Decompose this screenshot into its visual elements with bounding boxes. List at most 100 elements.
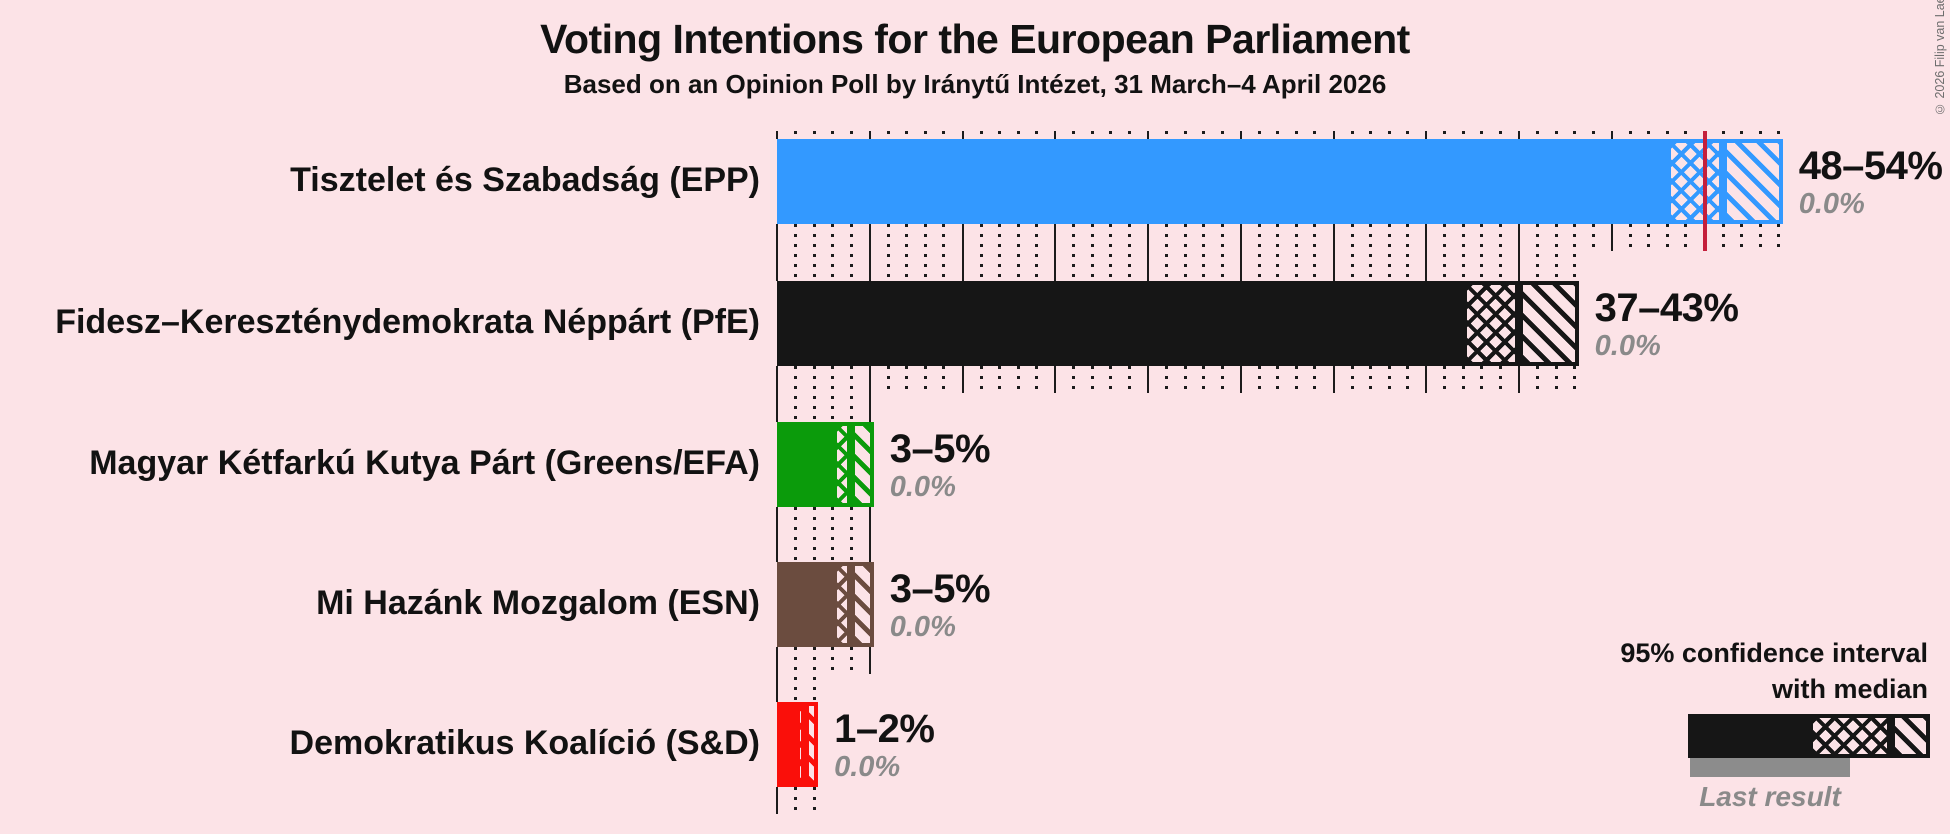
gridline-dotted [1350, 224, 1354, 281]
gridline-dotted [979, 366, 983, 393]
bar-ci-upper-hatch [1519, 281, 1579, 366]
gridline-solid [868, 647, 871, 674]
gridline-solid [1147, 224, 1149, 281]
gridline-dotted [831, 131, 835, 139]
gridline-solid [868, 507, 871, 562]
gridline-dotted [1536, 131, 1540, 139]
copyright-note: © 2026 Filip van Laenen [1933, 0, 1947, 116]
gridline-dotted [979, 131, 983, 139]
bar-ci-solid [777, 281, 1464, 366]
bar [777, 139, 1783, 224]
gridline-dotted [1257, 366, 1261, 393]
gridline-dotted [1109, 366, 1113, 393]
last-result-value: 0.0% [1798, 188, 1865, 220]
gridline-solid [1147, 366, 1149, 393]
gridline-dotted [1387, 366, 1391, 393]
gridline-dotted [1740, 131, 1744, 139]
bar-ci-upper-hatch [851, 422, 874, 507]
gridline-dotted [1591, 131, 1595, 139]
gridline-dotted [1777, 131, 1781, 139]
gridline-dotted [1536, 366, 1540, 393]
gridline-dotted [831, 507, 835, 562]
gridline-solid [1239, 366, 1242, 393]
gridline-dotted [1684, 131, 1688, 139]
gridline-solid [1239, 131, 1242, 139]
gridline-solid [1610, 131, 1613, 139]
gridline-dotted [979, 224, 983, 281]
value-label: 3–5% [889, 567, 991, 611]
gridline-solid [1425, 224, 1428, 281]
gridline-dotted [1758, 224, 1762, 251]
gridline-dotted [1035, 366, 1039, 393]
bar [777, 562, 874, 647]
value-label: 1–2% [834, 707, 935, 751]
gridline-dotted [1016, 224, 1020, 281]
legend-last-result-bar [1690, 758, 1850, 777]
gridline-solid [961, 224, 964, 281]
gridline-dotted [1406, 131, 1410, 139]
gridline-dotted [1109, 131, 1113, 139]
gridline-dotted [1777, 224, 1781, 251]
value-label: 48–54% [1798, 144, 1943, 188]
gridline-dotted [1276, 366, 1280, 393]
gridline-dotted [1461, 224, 1465, 281]
gridline-solid [961, 131, 964, 139]
gridline-dotted [1480, 366, 1484, 393]
gridline-dotted [886, 366, 890, 393]
gridline-dotted [1406, 366, 1410, 393]
gridline-dotted [1721, 131, 1725, 139]
party-label: Demokratikus Koalíció (S&D) [289, 723, 760, 762]
gridline-dotted [1406, 224, 1410, 281]
gridline-dotted [1165, 131, 1169, 139]
gridline-dotted [831, 224, 835, 281]
gridline-dotted [1498, 131, 1502, 139]
gridline-dotted [1554, 131, 1558, 139]
value-label: 37–43% [1594, 286, 1739, 330]
gridline-solid [868, 366, 871, 422]
gridline-dotted [794, 647, 798, 702]
gridline-dotted [1628, 131, 1632, 139]
gridline-dotted [942, 366, 946, 393]
gridline-dotted [1127, 131, 1131, 139]
gridline-solid [776, 366, 778, 422]
gridline-solid [1518, 131, 1520, 139]
gridline-dotted [1313, 131, 1317, 139]
gridline-dotted [1665, 224, 1669, 251]
gridline-dotted [794, 131, 798, 139]
gridline-solid [1425, 366, 1428, 393]
gridline-dotted [1257, 131, 1261, 139]
chart-title: Voting Intentions for the European Parli… [540, 16, 1410, 62]
bar [777, 281, 1579, 366]
gridline-dotted [1573, 131, 1577, 139]
gridline-dotted [1350, 366, 1354, 393]
gridline-dotted [1016, 366, 1020, 393]
gridline-dotted [923, 131, 927, 139]
bar-ci-solid [777, 702, 796, 787]
gridline-dotted [1369, 224, 1373, 281]
gridline-dotted [998, 366, 1002, 393]
gridline-dotted [1591, 224, 1595, 251]
gridline-solid [776, 647, 778, 702]
gridline-dotted [1480, 131, 1484, 139]
gridline-dotted [886, 131, 890, 139]
gridline-dotted [1220, 366, 1224, 393]
gridline-dotted [1369, 366, 1373, 393]
gridline-dotted [812, 787, 816, 814]
bar-ci-lower-hatch [832, 422, 852, 507]
gridline-dotted [1443, 131, 1447, 139]
bar [777, 702, 819, 787]
gridline-dotted [794, 224, 798, 281]
gridline-dotted [1647, 224, 1651, 251]
gridline-dotted [1072, 366, 1076, 393]
gridline-dotted [1443, 224, 1447, 281]
gridline-dotted [905, 366, 909, 393]
last-result-value: 0.0% [1594, 330, 1661, 362]
gridline-solid [1054, 224, 1057, 281]
gridline-solid [1425, 131, 1428, 139]
gridline-dotted [794, 366, 798, 422]
party-label: Fidesz–Kereszténydemokrata Néppárt (PfE) [55, 302, 760, 341]
gridline-dotted [1294, 224, 1298, 281]
bar-ci-solid [777, 562, 833, 647]
party-label: Mi Hazánk Mozgalom (ESN) [316, 583, 760, 622]
gridline-dotted [849, 366, 853, 422]
